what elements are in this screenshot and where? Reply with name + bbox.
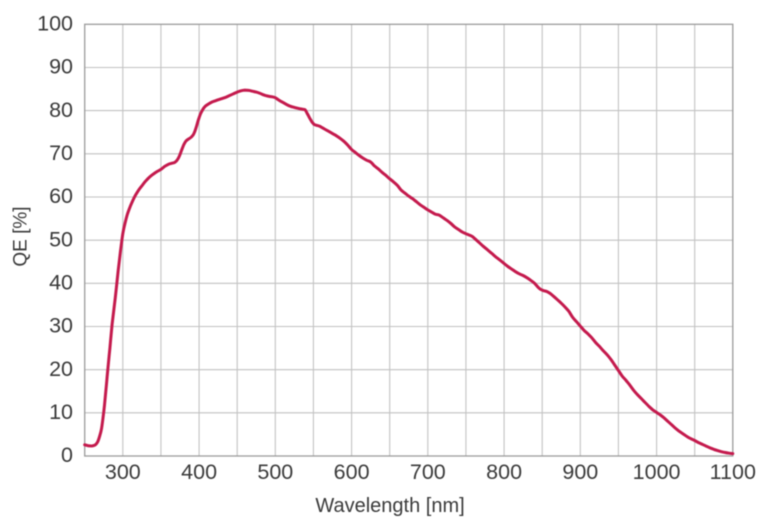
svg-text:300: 300 xyxy=(105,460,141,484)
svg-text:70: 70 xyxy=(49,141,73,165)
svg-text:500: 500 xyxy=(257,460,293,484)
svg-text:50: 50 xyxy=(49,227,73,251)
svg-text:90: 90 xyxy=(49,55,73,79)
svg-text:80: 80 xyxy=(49,98,73,122)
svg-text:Wavelength [nm]: Wavelength [nm] xyxy=(315,495,464,517)
svg-text:60: 60 xyxy=(49,184,73,208)
svg-text:1000: 1000 xyxy=(633,460,681,484)
svg-text:40: 40 xyxy=(49,271,73,295)
svg-text:700: 700 xyxy=(410,460,446,484)
svg-text:100: 100 xyxy=(37,12,73,36)
svg-text:400: 400 xyxy=(181,460,217,484)
svg-text:1100: 1100 xyxy=(710,460,756,484)
svg-text:10: 10 xyxy=(49,400,73,424)
svg-text:20: 20 xyxy=(49,357,73,381)
svg-text:900: 900 xyxy=(562,460,598,484)
svg-text:QE [%]: QE [%] xyxy=(11,206,32,266)
svg-text:800: 800 xyxy=(486,460,522,484)
svg-text:600: 600 xyxy=(334,460,370,484)
svg-text:30: 30 xyxy=(49,314,73,338)
svg-text:0: 0 xyxy=(61,443,73,467)
